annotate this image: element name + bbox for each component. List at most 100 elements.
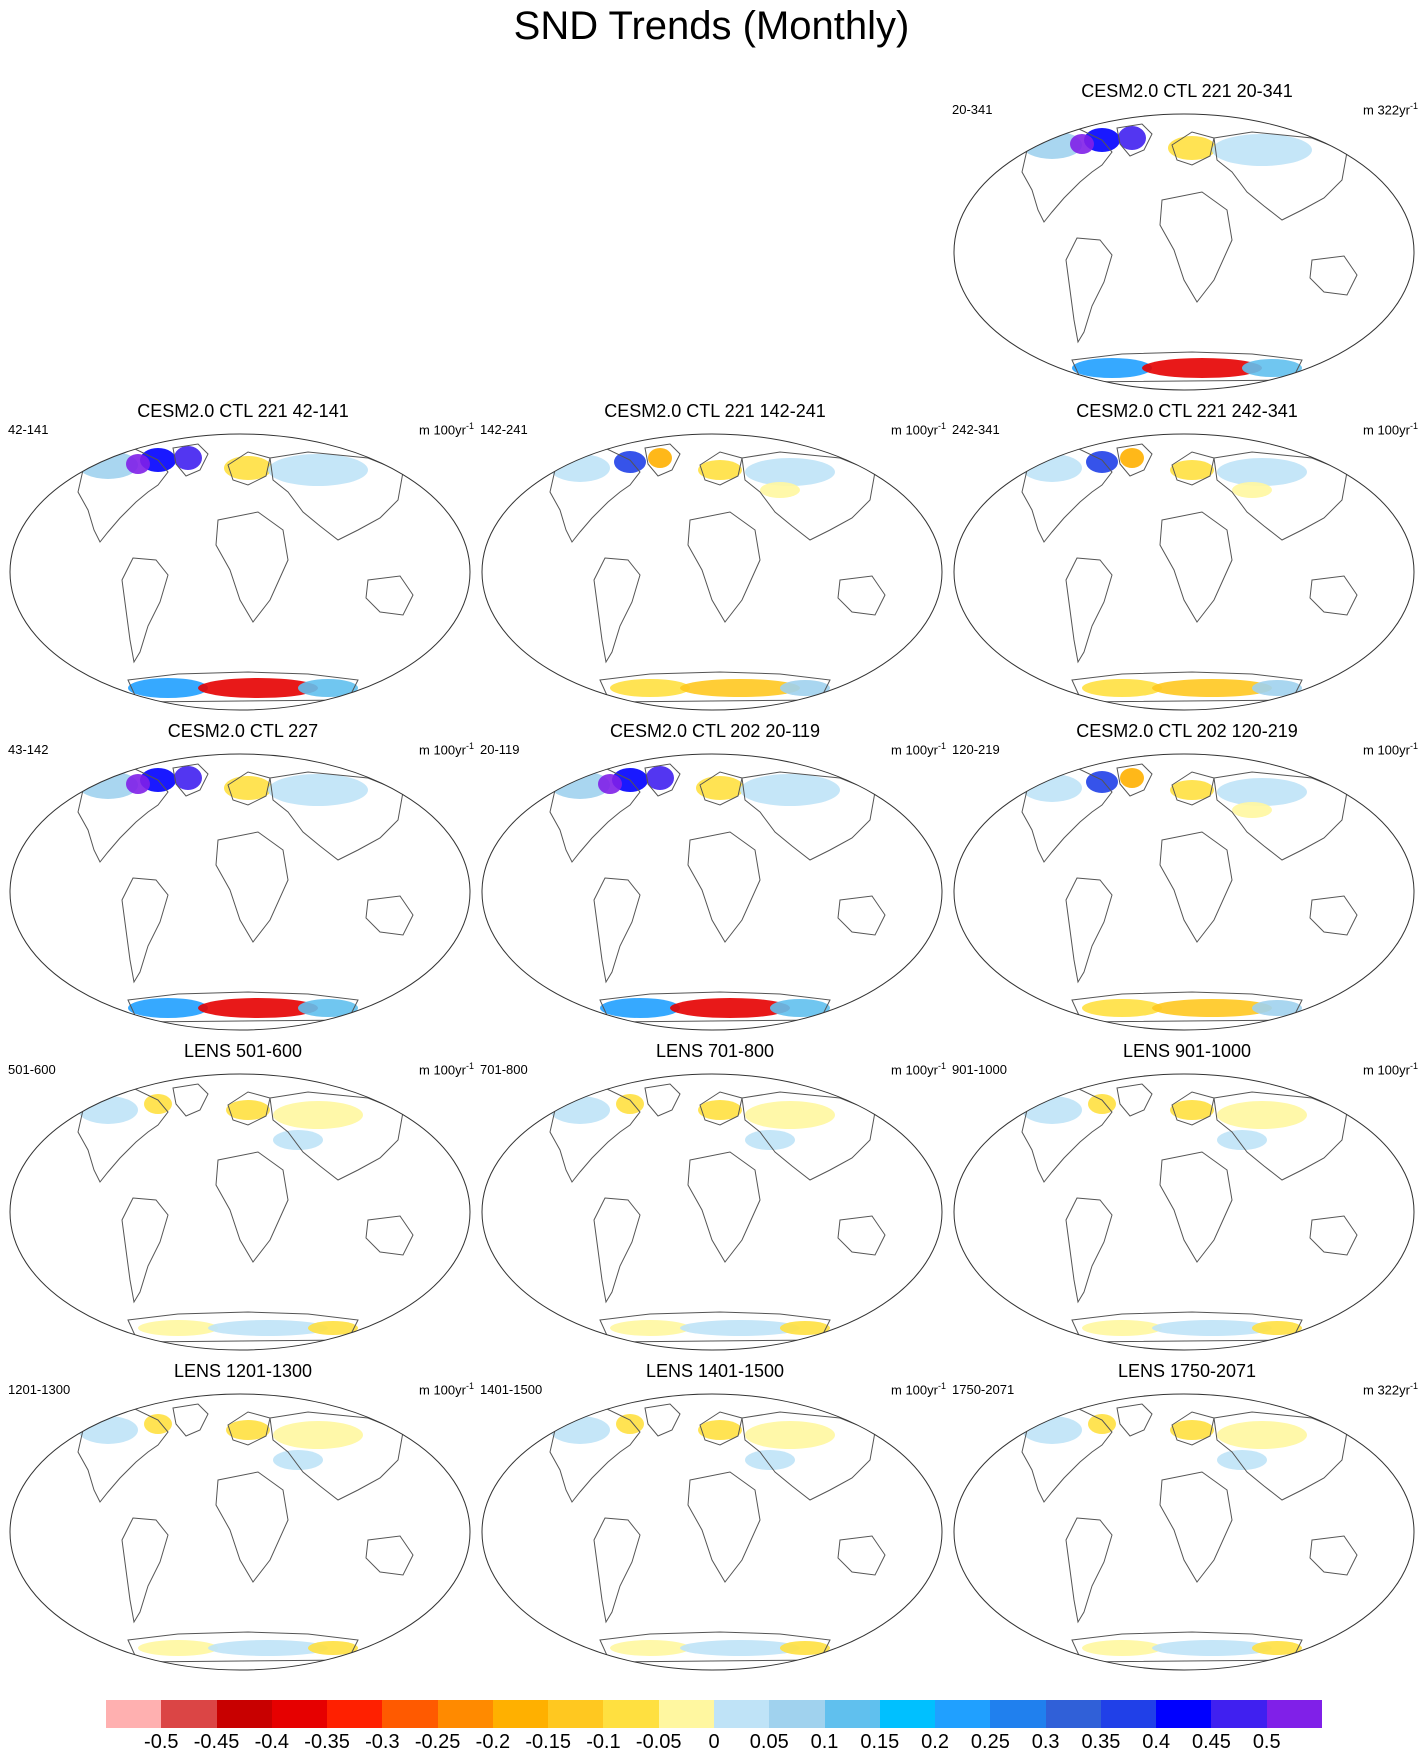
south-america-outline bbox=[121, 1197, 169, 1304]
unit-exponent: -1 bbox=[937, 1061, 946, 1071]
greenland-outline bbox=[644, 443, 681, 477]
snow-trend-shading bbox=[1170, 780, 1214, 800]
unit-text: m 322yr bbox=[1363, 102, 1410, 118]
snow-trend-shading bbox=[1152, 679, 1272, 697]
map-border bbox=[953, 433, 1415, 711]
panel-title: CESM2.0 CTL 227 bbox=[167, 721, 319, 741]
snow-trend-shading bbox=[268, 454, 368, 486]
map-panel: LENS 1750-2071 1750-2071 m 322yr-1 bbox=[952, 1360, 1422, 1678]
africa-outline bbox=[215, 511, 289, 623]
australia-outline bbox=[1309, 575, 1358, 616]
world-map bbox=[481, 433, 943, 711]
map-border bbox=[9, 1393, 471, 1671]
colorbar-box bbox=[106, 1700, 162, 1728]
map-panel: CESM2.0 CTL 221 42-141 42-141 m 100yr-1 bbox=[8, 400, 478, 718]
snow-trend-shading bbox=[780, 1321, 830, 1335]
world-map bbox=[481, 1393, 943, 1671]
panel-unit-label: m 100yr-1 bbox=[1363, 418, 1418, 438]
map-border bbox=[481, 753, 943, 1031]
australia-outline bbox=[365, 1535, 414, 1576]
world-map bbox=[9, 433, 471, 711]
asia-outline bbox=[269, 1411, 404, 1501]
colorbar-box bbox=[327, 1700, 383, 1728]
panel-period-label: 43-142 bbox=[8, 742, 49, 757]
snow-trend-shading bbox=[224, 456, 272, 480]
unit-text: m 100yr bbox=[891, 742, 938, 758]
africa-outline bbox=[687, 1151, 761, 1263]
colorbar-tick-label: -0.25 bbox=[414, 1731, 461, 1753]
panel-unit-label: m 100yr-1 bbox=[1363, 738, 1418, 758]
snow-trend-shading bbox=[1217, 778, 1307, 806]
australia-outline bbox=[1309, 1535, 1358, 1576]
snow-trend-shading bbox=[308, 1321, 358, 1335]
asia-outline bbox=[741, 451, 876, 541]
unit-text: m 322yr bbox=[1363, 1382, 1410, 1398]
unit-exponent: -1 bbox=[1409, 741, 1418, 751]
snow-trend-shading bbox=[1152, 1320, 1272, 1336]
snow-trend-shading bbox=[273, 1450, 323, 1470]
map-panel: CESM2.0 CTL 221 142-241 142-241 m 100yr-1 bbox=[480, 400, 950, 718]
asia-outline bbox=[1213, 1091, 1348, 1181]
map-panel: LENS 901-1000 901-1000 m 100yr-1 bbox=[952, 1040, 1422, 1358]
colorbar-tick-label: -0.05 bbox=[635, 1731, 682, 1753]
panel-unit-label: m 322yr-1 bbox=[1363, 1378, 1418, 1398]
map-panel: CESM2.0 CTL 227 43-142 m 100yr-1 bbox=[8, 720, 478, 1038]
snow-trend-shading bbox=[770, 999, 830, 1017]
south-america-outline bbox=[593, 557, 641, 664]
world-map bbox=[953, 433, 1415, 711]
world-map bbox=[953, 113, 1415, 391]
unit-text: m 100yr bbox=[419, 1062, 466, 1078]
north-america-outline bbox=[549, 447, 641, 543]
europe-outline bbox=[227, 1411, 271, 1446]
colorbar-tick-label: 0.5 bbox=[1252, 1731, 1281, 1753]
world-map bbox=[481, 1073, 943, 1351]
greenland-outline bbox=[1116, 123, 1153, 157]
panel-period-label: 1201-1300 bbox=[8, 1382, 71, 1397]
snow-trend-shading bbox=[1082, 1320, 1162, 1336]
south-america-outline bbox=[1065, 237, 1113, 344]
north-america-outline bbox=[549, 1087, 641, 1183]
africa-outline bbox=[215, 1471, 289, 1583]
map-border bbox=[953, 113, 1415, 391]
antarctica-outline bbox=[1071, 991, 1303, 1023]
snow-trend-shading bbox=[1232, 802, 1272, 818]
unit-text: m 100yr bbox=[1363, 1062, 1410, 1078]
colorbar-tick-label: 0.15 bbox=[860, 1731, 900, 1753]
colorbar-tick-label: 0.1 bbox=[810, 1731, 839, 1753]
snow-trend-shading bbox=[648, 448, 672, 468]
snow-trend-shading bbox=[1152, 999, 1272, 1017]
unit-text: m 100yr bbox=[1363, 422, 1410, 438]
panel-unit-label: m 100yr-1 bbox=[419, 1058, 474, 1078]
unit-exponent: -1 bbox=[465, 741, 474, 751]
snow-trend-shading bbox=[273, 1101, 363, 1129]
unit-text: m 100yr bbox=[419, 422, 466, 438]
antarctica-outline bbox=[1071, 671, 1303, 703]
snow-trend-shading bbox=[1217, 1421, 1307, 1449]
panel-unit-label: m 100yr-1 bbox=[891, 738, 946, 758]
snow-trend-shading bbox=[1170, 1420, 1214, 1440]
colorbar-labels: -0.5 -0.45 -0.4 -0.35 -0.3 -0.25 -0.2 -0.15 -0.1… bbox=[0, 1730, 1423, 1754]
australia-outline bbox=[837, 1535, 886, 1576]
map-panel: LENS 501-600 501-600 m 100yr-1 bbox=[8, 1040, 478, 1358]
antarctica-outline bbox=[127, 991, 359, 1023]
world-map bbox=[9, 1073, 471, 1351]
south-america-outline bbox=[121, 557, 169, 664]
snow-trend-shading bbox=[670, 998, 790, 1018]
greenland-outline bbox=[172, 763, 209, 797]
snow-trend-shading bbox=[1072, 358, 1152, 378]
snow-trend-shading bbox=[1212, 134, 1312, 166]
panel-period-label: 501-600 bbox=[8, 1062, 56, 1077]
panel-title: LENS 1750-2071 bbox=[1117, 1361, 1257, 1381]
snow-trend-shading bbox=[1118, 126, 1146, 150]
snow-trend-shading bbox=[174, 446, 202, 470]
snow-trend-shading bbox=[610, 1640, 690, 1656]
snow-trend-shading bbox=[224, 776, 272, 800]
north-america-outline bbox=[77, 447, 169, 543]
map-border bbox=[9, 433, 471, 711]
greenland-outline bbox=[644, 1083, 681, 1117]
europe-outline bbox=[699, 1411, 743, 1446]
colorbar-box bbox=[492, 1700, 549, 1728]
asia-outline bbox=[741, 771, 876, 861]
unit-exponent: -1 bbox=[465, 421, 474, 431]
snow-trend-shading bbox=[550, 1416, 610, 1444]
